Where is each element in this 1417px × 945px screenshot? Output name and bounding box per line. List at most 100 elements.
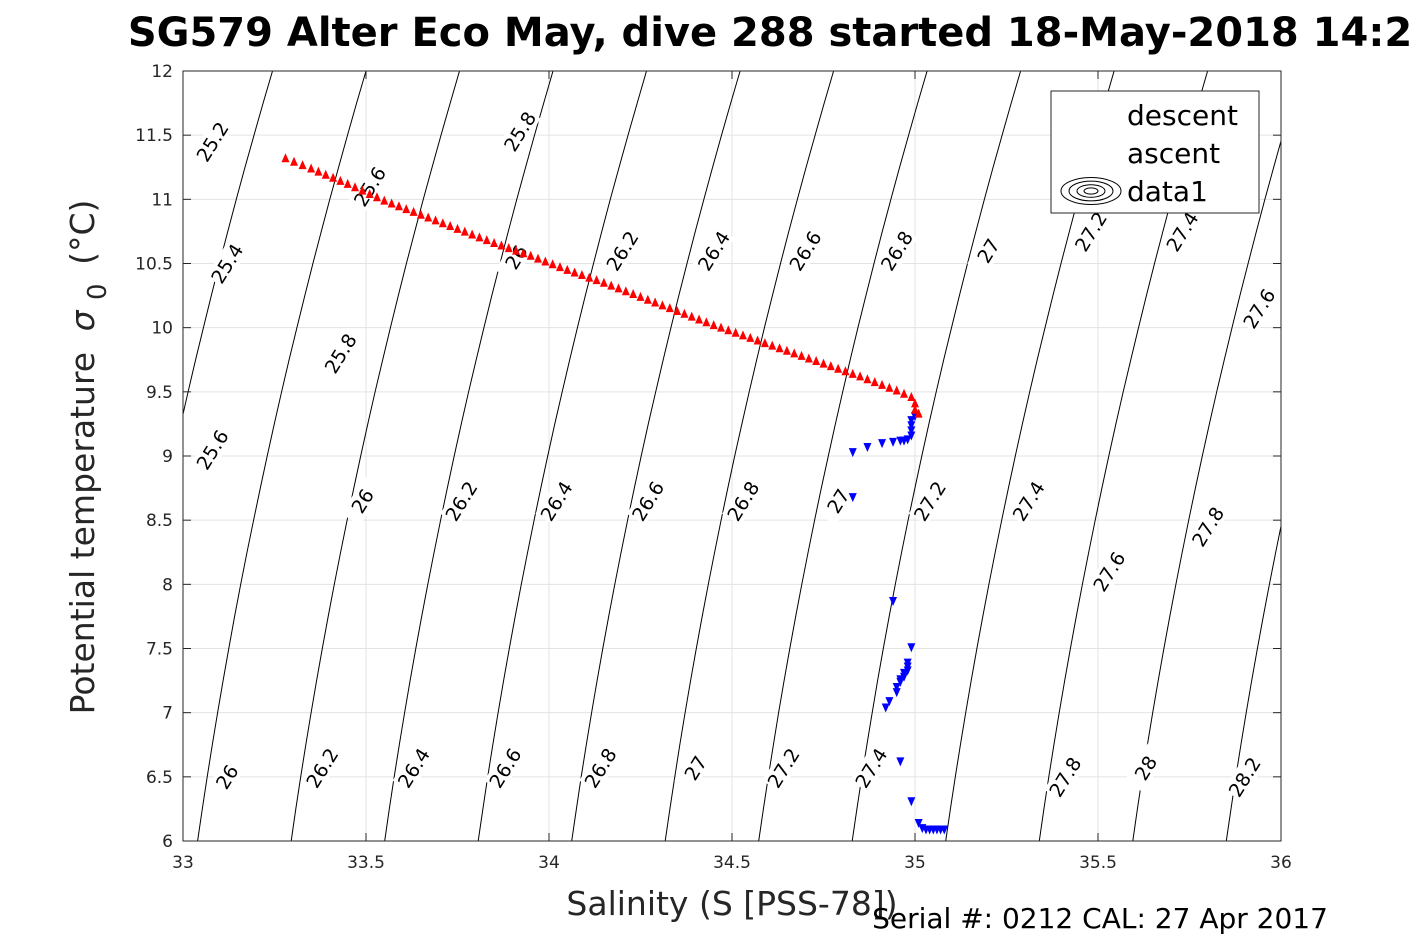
ascent-marker	[665, 303, 674, 313]
ascent-marker	[731, 327, 740, 337]
descent-marker	[892, 688, 901, 698]
contour-label-bg	[205, 239, 248, 288]
contour-label-bg	[850, 743, 893, 793]
y-tick-label: 10	[151, 319, 173, 339]
isopycnal-line	[197, 71, 367, 841]
descent-marker	[907, 797, 916, 807]
ascent-marker	[819, 358, 828, 368]
contour-label-bg	[967, 226, 1010, 276]
ascent-marker	[497, 240, 506, 250]
contour-label-bg	[348, 162, 391, 211]
ascent-marker	[416, 209, 425, 219]
ascent-marker	[526, 250, 535, 260]
y-tick-label: 9.5	[146, 383, 173, 403]
descent-marker	[907, 416, 916, 426]
descent-marker	[889, 597, 898, 607]
ascent-marker	[717, 322, 726, 332]
x-tick-label: 34	[538, 853, 560, 873]
ascent-marker	[482, 235, 491, 245]
ascent-marker	[746, 332, 755, 342]
ascent-marker	[512, 245, 521, 255]
contour-label-bg	[721, 476, 764, 526]
legend-contour-icon	[1068, 180, 1114, 202]
descent-marker	[914, 819, 923, 829]
ascent-marker	[636, 291, 645, 301]
y-axis-label: Potential temperature σ 0 (°C)	[63, 200, 113, 715]
descent-marker	[903, 666, 912, 676]
descent-marker	[848, 493, 857, 503]
isopycnal-line	[183, 71, 273, 417]
contour-label-bg	[191, 425, 234, 475]
legend-contour-icon	[1083, 187, 1099, 195]
y-tick-label: 9	[162, 447, 173, 467]
ascent-marker	[555, 262, 564, 272]
descent-marker	[896, 677, 905, 687]
contour-label-bg	[341, 476, 384, 526]
ascent-marker	[658, 300, 667, 310]
descent-marker	[907, 426, 916, 436]
ascent-marker	[804, 353, 813, 363]
ascent-marker	[614, 283, 623, 293]
ascent-marker	[885, 382, 894, 392]
contour-label-bg	[498, 106, 541, 156]
x-tick-label: 35	[904, 853, 926, 873]
y-tick-label: 8	[162, 575, 173, 595]
ascent-marker	[775, 343, 784, 353]
ascent-marker	[570, 267, 579, 277]
descent-marker	[907, 643, 916, 653]
ascent-marker	[577, 270, 586, 280]
y-axis-ticks: 6 6.5 7 7.5 8 8.5 9 9.5 10 10.5 11 11.5 12	[135, 62, 1281, 852]
ascent-marker	[534, 253, 543, 263]
ascent-marker	[387, 198, 396, 208]
y-axis-label-symbol: σ	[63, 309, 102, 331]
ascent-marker	[760, 338, 769, 348]
y-tick-label: 7	[162, 704, 173, 724]
ascent-marker	[900, 388, 909, 398]
contour-labels: 25.2 25.825.626 26.2 26.4 26.6 26.8 27 27.2 27.4…	[191, 106, 1280, 802]
contour-label-bg	[908, 476, 951, 526]
contour-label-bg	[1186, 502, 1229, 552]
ascent-marker	[863, 374, 872, 384]
ascent-marker	[914, 408, 923, 418]
ascent-marker	[475, 232, 484, 242]
ascent-marker	[911, 404, 919, 414]
ascent-marker	[621, 286, 630, 296]
y-tick-label: 10.5	[135, 255, 173, 275]
contour-label-bg	[1223, 752, 1266, 802]
ascent-marker	[298, 160, 307, 170]
x-tick-label: 33.5	[347, 853, 385, 873]
contour-label-bg	[692, 226, 735, 276]
isopycnal-line	[1225, 523, 1281, 841]
data-markers	[281, 111, 1095, 835]
ascent-marker	[629, 289, 638, 299]
contour-label-bg	[319, 328, 362, 378]
x-axis-label: Salinity (S [PSS-78])	[566, 884, 897, 923]
descent-marker	[848, 448, 857, 458]
ascent-marker	[281, 153, 290, 163]
descent-marker	[878, 439, 887, 449]
legend-contour-icon	[1060, 177, 1122, 205]
y-tick-label: 7.5	[146, 640, 173, 660]
contour-label-bg	[191, 117, 234, 167]
isopycnal-line	[664, 71, 835, 841]
descent-marker	[896, 757, 905, 767]
contour-label-bg	[1044, 752, 1087, 802]
y-tick-label: 11.5	[135, 126, 173, 146]
ascent-marker	[453, 223, 462, 233]
descent-marker	[889, 437, 898, 447]
ascent-marker	[599, 277, 608, 287]
legend-label: descent	[1127, 99, 1238, 132]
ascent-marker	[643, 294, 652, 304]
y-axis-label-text: Potential temperature	[63, 352, 102, 714]
ascent-marker	[907, 391, 916, 401]
x-tick-label: 35.5	[1079, 853, 1117, 873]
ascent-marker	[841, 366, 850, 376]
ascent-marker	[409, 206, 418, 216]
ascent-marker	[585, 272, 594, 282]
contour-label-bg	[495, 232, 538, 282]
ascent-marker	[372, 192, 381, 202]
y-tick-label: 6	[162, 832, 173, 852]
ascent-marker	[790, 348, 799, 358]
contour-label-bg	[1069, 206, 1112, 256]
